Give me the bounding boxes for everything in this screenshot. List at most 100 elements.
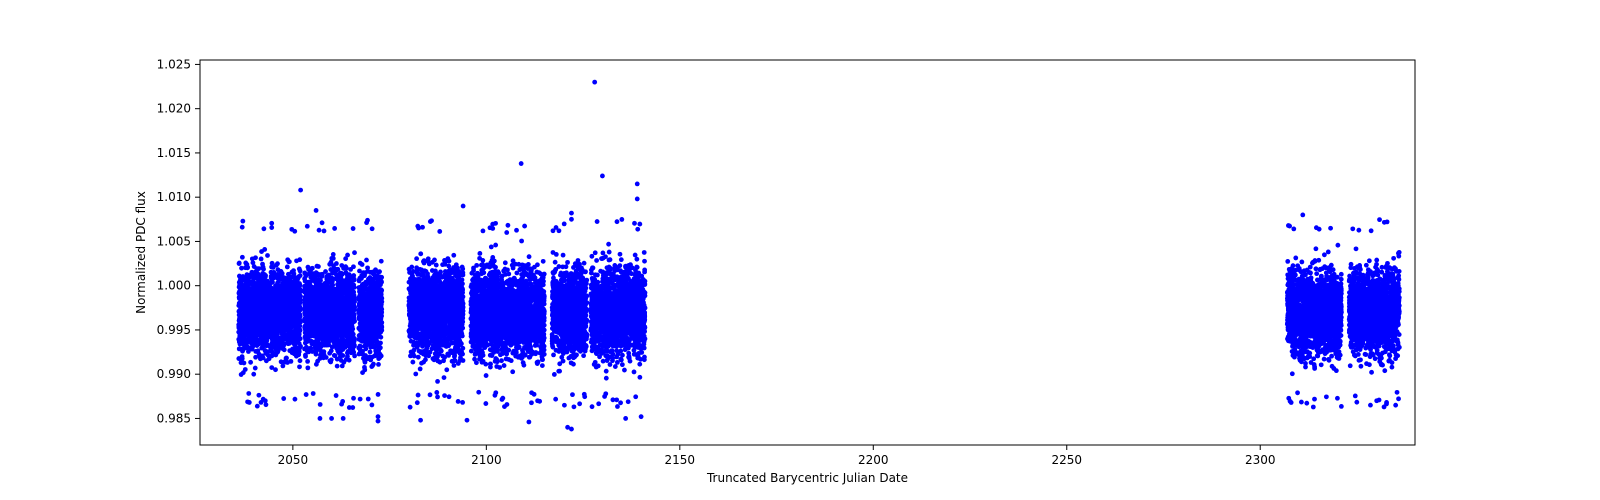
data-point — [280, 364, 285, 369]
data-point — [238, 342, 243, 347]
data-point — [317, 228, 322, 233]
data-point — [286, 272, 291, 277]
data-point — [264, 358, 269, 363]
data-point — [370, 287, 375, 292]
data-point — [334, 272, 339, 277]
data-point — [269, 365, 274, 370]
data-point — [245, 292, 250, 297]
x-ticks-group: 205021002150220022502300 — [278, 445, 1276, 467]
data-point — [307, 313, 312, 318]
data-point — [259, 257, 264, 262]
data-point — [251, 372, 256, 377]
data-point — [361, 356, 366, 361]
data-point — [273, 294, 278, 299]
data-point — [327, 319, 332, 324]
data-point — [265, 285, 270, 290]
data-point — [340, 323, 345, 328]
data-point — [418, 367, 423, 372]
data-point — [269, 332, 274, 337]
x-axis-label: Truncated Barycentric Julian Date — [706, 471, 908, 485]
data-point — [250, 345, 255, 350]
data-point — [248, 328, 253, 333]
data-point — [244, 345, 249, 350]
data-point — [284, 356, 289, 361]
data-point — [324, 355, 329, 360]
data-point — [334, 340, 339, 345]
data-point — [272, 343, 277, 348]
data-point — [379, 275, 384, 280]
data-point — [298, 358, 303, 363]
data-point — [240, 349, 245, 354]
data-point — [251, 311, 256, 316]
data-point — [451, 253, 456, 258]
data-point — [259, 400, 264, 405]
data-point — [414, 256, 419, 261]
x-tick-label: 2100 — [471, 453, 502, 467]
data-point — [358, 344, 363, 349]
data-point — [360, 331, 365, 336]
data-point — [350, 308, 355, 313]
y-tick-label: 1.010 — [157, 190, 191, 204]
data-point — [292, 287, 297, 292]
data-point — [239, 304, 244, 309]
data-point — [243, 330, 248, 335]
data-point — [289, 359, 294, 364]
data-point — [236, 324, 241, 329]
x-tick-label: 2200 — [858, 453, 889, 467]
data-point — [303, 295, 308, 300]
data-point — [371, 271, 376, 276]
data-point — [253, 349, 258, 354]
data-point — [357, 285, 362, 290]
data-point — [282, 347, 287, 352]
data-point — [378, 335, 383, 340]
data-point — [272, 289, 277, 294]
data-point — [237, 283, 242, 288]
data-point — [287, 314, 292, 319]
data-point — [348, 334, 353, 339]
data-point — [345, 302, 350, 307]
data-point — [255, 293, 260, 298]
data-point — [416, 355, 421, 360]
data-point — [243, 318, 248, 323]
data-point — [254, 301, 259, 306]
data-point — [244, 296, 249, 301]
x-tick-label: 2050 — [278, 453, 309, 467]
data-point — [340, 333, 345, 338]
data-point — [335, 357, 340, 362]
data-point — [360, 274, 365, 279]
data-point — [376, 392, 381, 397]
data-point — [377, 355, 382, 360]
data-point — [324, 288, 329, 293]
data-point — [365, 322, 370, 327]
data-point — [346, 349, 351, 354]
y-tick-label: 0.995 — [157, 323, 191, 337]
data-point — [282, 276, 287, 281]
data-point — [333, 326, 338, 331]
data-point — [250, 292, 255, 297]
data-point — [334, 319, 339, 324]
data-point — [302, 311, 307, 316]
data-point — [304, 324, 309, 329]
data-point — [274, 300, 279, 305]
data-point — [242, 286, 247, 291]
data-point — [339, 402, 344, 407]
data-point — [376, 362, 381, 367]
data-point — [287, 348, 292, 353]
data-point — [287, 296, 292, 301]
data-point — [248, 360, 253, 365]
data-point — [357, 269, 362, 274]
data-point — [320, 283, 325, 288]
data-point — [320, 353, 325, 358]
data-point — [303, 279, 308, 284]
data-point — [319, 308, 324, 313]
data-point — [314, 317, 319, 322]
data-point — [242, 361, 247, 366]
data-point — [348, 267, 353, 272]
data-point — [348, 288, 353, 293]
data-point — [345, 354, 350, 359]
data-point — [240, 219, 245, 224]
data-point — [257, 315, 262, 320]
data-point — [263, 348, 268, 353]
data-point — [344, 266, 349, 271]
data-point — [302, 270, 307, 275]
